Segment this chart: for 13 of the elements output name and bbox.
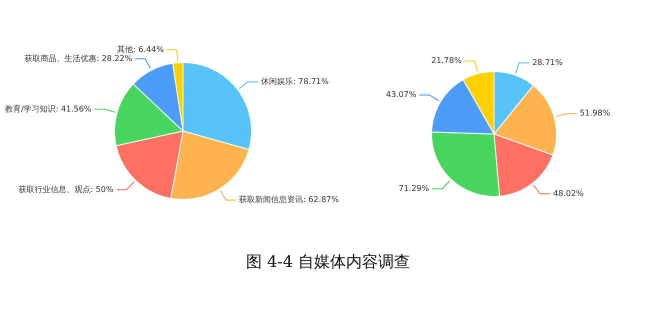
data-label: 43.07%: [386, 90, 417, 100]
data-label: 71.29%: [398, 184, 430, 193]
slice-label: 其他: 6.44%: [117, 44, 164, 54]
data-label: 48.02%: [553, 188, 584, 198]
data-label: 28.71%: [532, 58, 564, 67]
slice-label: 休闲娱乐: 78.71%: [261, 76, 330, 86]
caption: 图 4-4 自媒体内容调查: [245, 252, 411, 273]
data-label: 21.78%: [431, 56, 462, 66]
slice-label: 获取新闻信息资讯: 62.87%: [239, 195, 340, 204]
slice-label: 获取行业信息、观点: 50%: [18, 184, 114, 194]
slice-label: 教育/学习知识: 41.56%: [5, 104, 92, 114]
data-label: 51.98%: [580, 108, 611, 118]
slice-label: 获取商品、生活优惠: 28.22%: [24, 54, 133, 63]
